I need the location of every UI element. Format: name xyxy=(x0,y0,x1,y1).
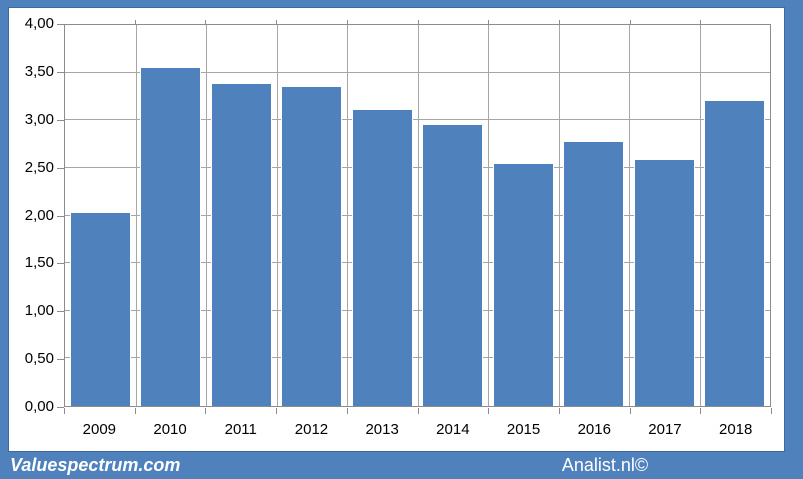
x-tick-mark xyxy=(417,408,419,414)
plot-area xyxy=(64,24,771,407)
x-tick-mark xyxy=(700,408,702,414)
top-tick-mark xyxy=(488,20,490,24)
x-tick-mark xyxy=(134,408,136,414)
top-tick-mark xyxy=(134,20,136,24)
x-tick-mark xyxy=(771,408,772,414)
x-tick-label-2009: 2009 xyxy=(82,421,117,438)
bar-2017 xyxy=(633,159,695,406)
y-tick-mark xyxy=(57,359,64,361)
bar-slot-2014 xyxy=(418,25,489,406)
gridline-v xyxy=(347,25,348,406)
x-tick-mark xyxy=(488,408,490,414)
top-tick-mark xyxy=(700,20,702,24)
frame-border-top xyxy=(0,0,803,7)
frame-border-left xyxy=(0,0,8,479)
x-tick-label-2016: 2016 xyxy=(577,421,611,438)
bar-2016 xyxy=(563,141,625,406)
x-tick-label-2011: 2011 xyxy=(224,421,257,438)
bar-slot-2010 xyxy=(136,25,207,406)
footer-strip xyxy=(0,452,803,479)
y-tick-mark xyxy=(57,263,64,265)
bar-slot-2015 xyxy=(488,25,559,406)
gridline-v xyxy=(699,25,701,406)
y-tick-label: 4,00 xyxy=(24,15,54,32)
y-tick-label: 1,50 xyxy=(24,254,54,272)
y-tick-label: 2,50 xyxy=(24,158,54,176)
bar-slot-2009 xyxy=(65,25,136,406)
gridline-v xyxy=(135,25,137,406)
x-tick-mark xyxy=(205,408,207,414)
x-tick-mark xyxy=(64,408,65,414)
gridline-v xyxy=(558,25,560,406)
top-tick-mark xyxy=(558,20,560,24)
x-axis-labels: 2009 2010 2011 2012 2013 2014 2015 2016 2017 2018 xyxy=(64,421,771,438)
x-tick-label-2013: 2013 xyxy=(365,421,399,438)
x-tick-mark xyxy=(558,408,560,414)
top-tick-mark xyxy=(629,20,631,24)
gridline-v xyxy=(276,25,278,406)
bar-2011 xyxy=(210,83,272,406)
y-tick-mark xyxy=(57,167,64,169)
top-tick-mark xyxy=(276,20,278,24)
bar-slot-2018 xyxy=(700,25,771,406)
x-tick-label-2015: 2015 xyxy=(506,421,541,438)
bar-series xyxy=(65,25,770,406)
top-tick-mark xyxy=(417,20,419,24)
bar-slot-2011 xyxy=(206,25,277,406)
x-tick-label-2018: 2018 xyxy=(718,421,753,438)
x-tick-label-2010: 2010 xyxy=(153,421,187,438)
frame-border-right xyxy=(785,0,803,479)
y-tick-label: 0,00 xyxy=(24,398,54,415)
top-tick-mark xyxy=(205,20,207,24)
y-tick-label: 3,00 xyxy=(24,110,54,128)
gridline-v xyxy=(629,25,630,406)
bar-2012 xyxy=(281,85,343,406)
bar-2018 xyxy=(704,100,766,406)
y-tick-label: 0,50 xyxy=(24,350,54,368)
bar-2013 xyxy=(351,108,413,406)
y-tick-label: 3,50 xyxy=(24,62,54,80)
x-tick-mark xyxy=(629,408,631,414)
gridline-v xyxy=(206,25,207,406)
x-tick-label-2012: 2012 xyxy=(294,421,329,438)
gridline-v xyxy=(417,25,419,406)
top-tick-mark xyxy=(346,20,348,24)
bar-2015 xyxy=(492,163,554,406)
x-tick-label-2017: 2017 xyxy=(648,421,682,438)
bar-slot-2012 xyxy=(277,25,348,406)
y-tick-label: 1,00 xyxy=(24,302,54,320)
y-tick-mark xyxy=(57,407,64,408)
bar-slot-2016 xyxy=(559,25,630,406)
x-tick-label-2014: 2014 xyxy=(436,421,470,438)
y-tick-mark xyxy=(57,71,64,73)
bar-slot-2013 xyxy=(347,25,418,406)
y-tick-mark xyxy=(57,24,64,25)
bar-2014 xyxy=(422,124,484,406)
y-tick-mark xyxy=(57,215,64,217)
bar-slot-2017 xyxy=(629,25,700,406)
valuespectrum-watermark: Valuespectrum.com xyxy=(10,455,181,475)
y-tick-label: 2,00 xyxy=(24,206,54,224)
bar-2009 xyxy=(69,211,131,406)
y-tick-mark xyxy=(57,311,64,313)
x-tick-mark xyxy=(346,408,348,414)
analist-watermark: Analist.nl© xyxy=(561,455,649,475)
gridline-v xyxy=(488,25,489,406)
y-tick-mark xyxy=(57,119,64,121)
bar-2010 xyxy=(140,66,202,406)
x-tick-mark xyxy=(276,408,278,414)
